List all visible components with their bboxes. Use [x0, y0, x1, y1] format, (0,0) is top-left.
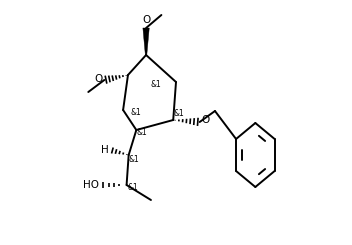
Text: O: O [94, 74, 102, 84]
Text: &1: &1 [151, 80, 162, 89]
Text: HO: HO [83, 180, 99, 190]
Text: &1: &1 [127, 183, 138, 192]
Text: &1: &1 [173, 109, 184, 118]
Text: &1: &1 [130, 108, 141, 117]
Text: &1: &1 [136, 128, 147, 137]
Text: O: O [202, 115, 210, 125]
Polygon shape [143, 28, 149, 55]
Text: &1: &1 [129, 155, 139, 164]
Text: O: O [142, 15, 150, 25]
Text: H: H [101, 145, 109, 155]
